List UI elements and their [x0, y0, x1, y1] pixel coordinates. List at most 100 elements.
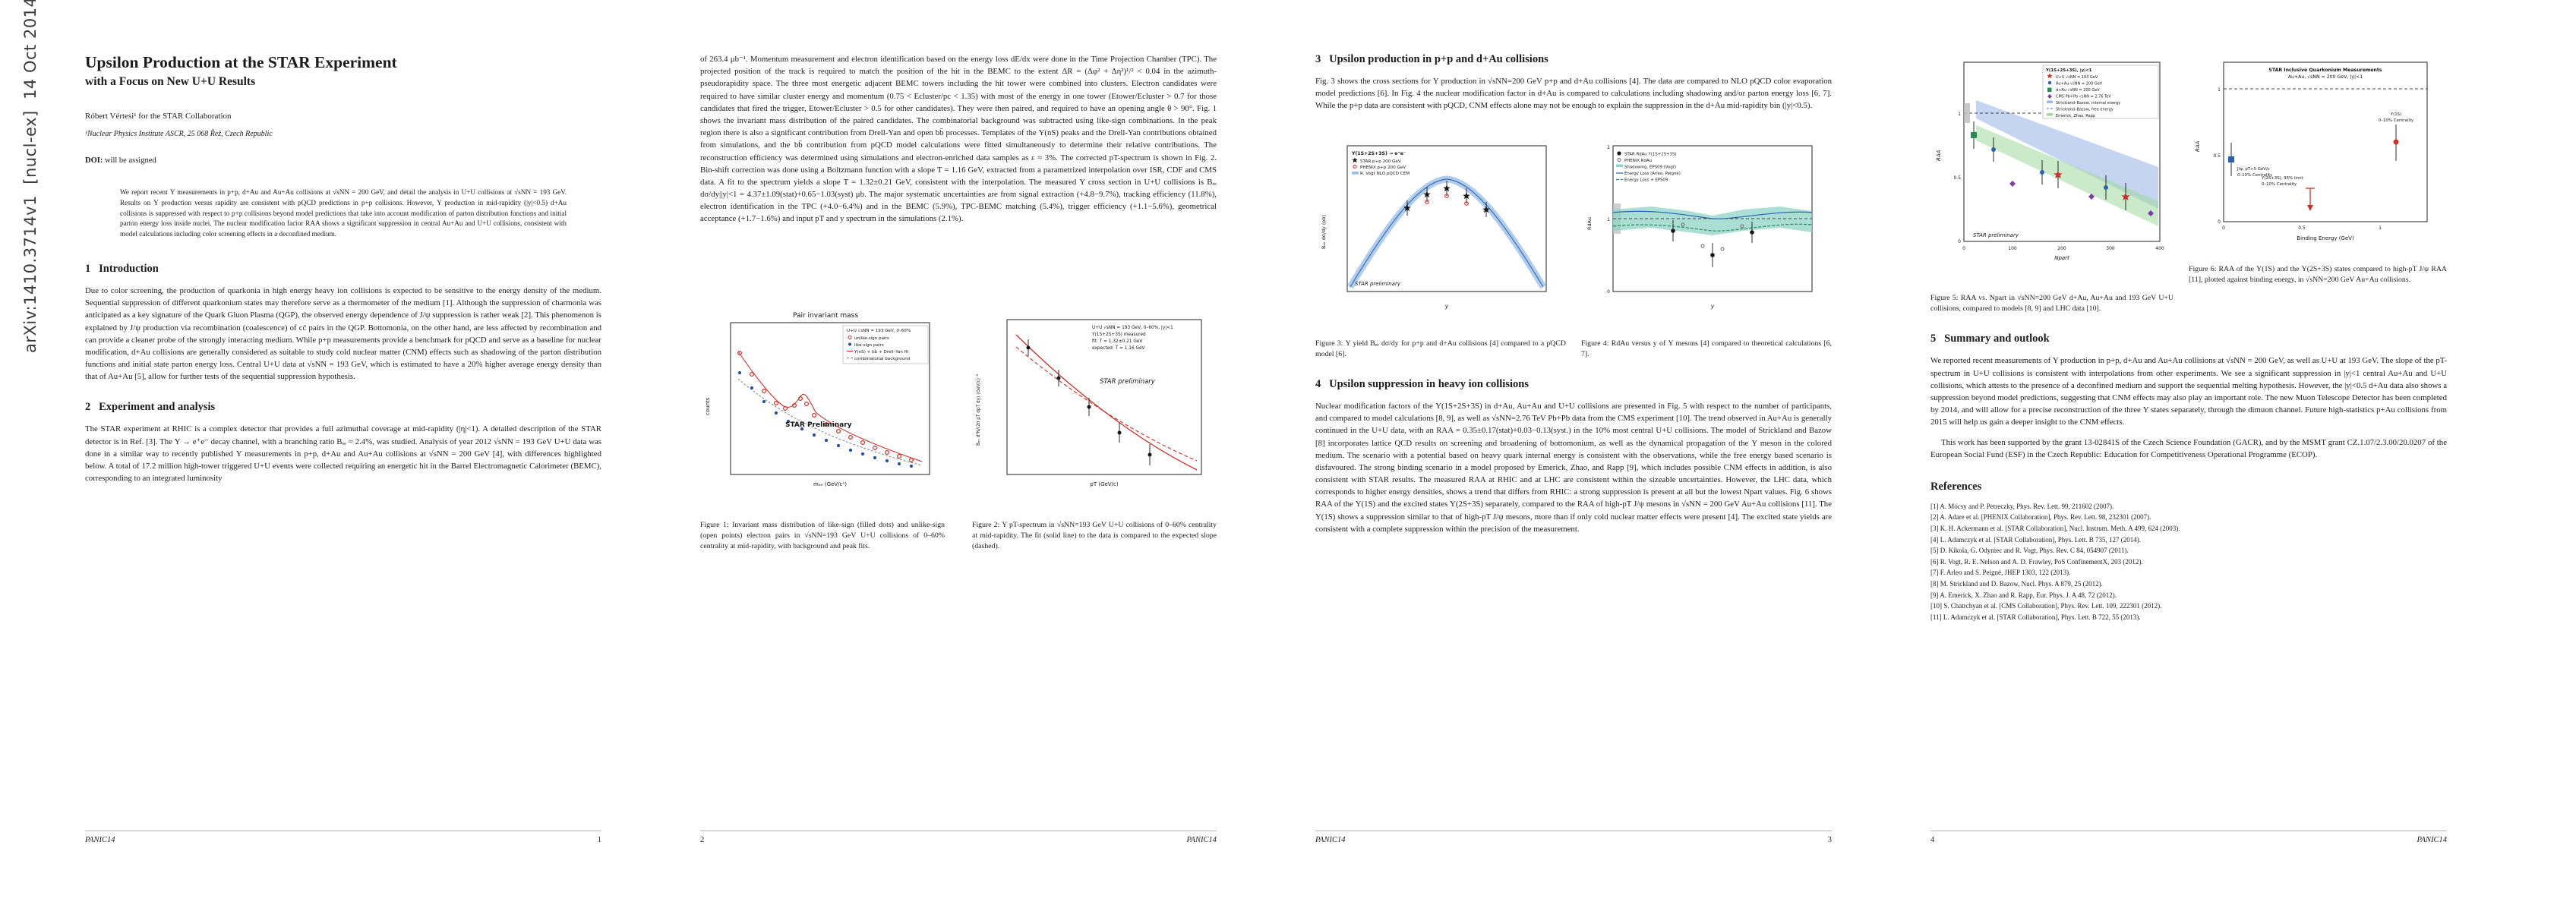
footer-conference: PANIC14 — [2417, 836, 2447, 844]
fig1-ylabel: counts — [705, 397, 711, 415]
reference-item: [11] L. Adamczyk et al. [STAR Collaborat… — [1930, 613, 2141, 621]
footer-conference: PANIC14 — [85, 836, 115, 844]
section-body-introduction: Due to color screening, the production o… — [85, 285, 601, 382]
fig6-upsilon1s-label2: 0–10% Centrality — [2379, 118, 2414, 123]
fig3-watermark: STAR preliminary — [1355, 281, 1401, 287]
fig1-legend-bg: combinatorial background — [854, 357, 911, 361]
figure3-chart: Υ(1S+2S+3S) → e⁺e⁻ STAR p+p 200 GeV PHEN… — [1321, 145, 1547, 310]
paper-title: Upsilon Production at the STAR Experimen… — [85, 53, 397, 71]
fig1-legend-box — [842, 325, 929, 364]
fig2-legend-expected: expected: T = 1.16 GeV — [1092, 346, 1145, 351]
section-heading-suppression: 4 Upsilon suppression in heavy ion colli… — [1315, 377, 1529, 390]
doi-label: DOI: — [85, 156, 103, 165]
reference-item: [4] L. Adamczyk et al. [STAR Collaborati… — [1930, 535, 2141, 544]
fig2-expected-line — [1015, 346, 1198, 462]
fig3-legend-cem: R. Vogt NLO pQCD CEM — [1360, 172, 1410, 176]
fig5-xlabel: Npart — [2054, 255, 2069, 261]
figure5-chart: Υ(1S+2S+3S), |y|<1 U+U √sNN = 193 GeV Au… — [1936, 61, 2164, 261]
fig1-legend-like: like-sign pairs — [854, 343, 884, 348]
fig5-norm-uncertainty-box — [1964, 103, 1970, 123]
fig5-dau-point — [1971, 121, 1977, 149]
page2-footer: 2 PANIC14 — [700, 831, 1217, 844]
arxiv-watermark: arXiv:1410.3714v1 [nucl-ex] 14 Oct 2014 — [21, 0, 39, 353]
fig6-upsilon1s-point — [2393, 125, 2399, 161]
fig4-ytick: 0 — [1607, 289, 1610, 295]
fig6-ytick: 1 — [2218, 87, 2221, 93]
fig6-jpsi-label2: 0–10% Centrality — [2237, 173, 2273, 178]
doi-line: DOI: will be assigned — [85, 156, 601, 165]
page-4: Υ(1S+2S+3S), |y|<1 U+U √sNN = 193 GeV Au… — [1930, 0, 2447, 911]
fig5-legend-dau: d+Au √sNN = 200 GeV — [2056, 88, 2100, 93]
reference-item: [7] F. Arleo and S. Peigné, JHEP 1303, 1… — [1930, 569, 2071, 577]
fig2-data-points — [1026, 339, 1152, 465]
section-body-summary: We reported recent measurements of Υ pro… — [1930, 356, 2447, 427]
figure-1: Pair invariant mass — [700, 309, 945, 553]
fig6-jpsi-label: J/ψ, pT>5 GeV/c — [2237, 167, 2270, 172]
reference-item: [5] D. Kikola, G. Odyniec and R. Vogt, P… — [1930, 547, 2129, 555]
fig6-ytick: 0.5 — [2213, 153, 2221, 159]
section-heading-experiment: 2 Experiment and analysis — [85, 401, 216, 414]
fig3-legend-star: STAR p+p 200 GeV — [1360, 159, 1401, 164]
fig6-xtick: 0 — [2222, 225, 2225, 231]
fig1-title: Pair invariant mass — [793, 312, 858, 320]
fig1-legend-fit: Υ(nS) + bb̄ + Drell–Yan fit — [854, 349, 909, 355]
fig4-ytick: 2 — [1607, 145, 1610, 150]
footer-page-number: 4 — [1930, 836, 1935, 844]
reference-item: [2] A. Adare et al. [PHENIX Collaboratio… — [1930, 513, 2151, 522]
footer-page-number: 3 — [1827, 836, 1832, 844]
figure4-caption: Figure 4: RdAu versus y of Υ mesons [4] … — [1581, 339, 1832, 358]
page2-body-text: of 263.4 μb⁻¹. Momentum measurement and … — [700, 55, 1217, 224]
page3-figure-row: Υ(1S+2S+3S) → e⁺e⁻ STAR p+p 200 GeV PHEN… — [1315, 135, 1832, 360]
fig2-fit-line — [1015, 334, 1198, 471]
section-body-pp-dau: Fig. 3 shows the cross sections for Υ pr… — [1315, 77, 1832, 111]
fig3-cem-line — [1350, 178, 1544, 287]
fig6-upsilon1s-label: Υ(1S) — [2390, 112, 2401, 117]
doi-value: will be assigned — [104, 156, 156, 165]
figure1-chart: Pair invariant mass — [705, 312, 930, 487]
fig5-legend-auau: Au+Au √sNN = 200 GeV — [2056, 82, 2103, 87]
figure2-chart: U+U √sNN = 193 GeV, 0–60%, |y|<1 Υ(1S+2S… — [976, 319, 1202, 487]
fig4-legend-eloss: Energy Loss (Arleo, Peigné) — [1624, 171, 1681, 176]
footer-page-number: 2 — [700, 836, 705, 844]
figure6-chart: STAR Inclusive Quarkonium Measurements A… — [2195, 61, 2428, 241]
fig4-ytick: 1 — [1607, 217, 1610, 222]
fig3-legend-phenix: PHENIX p+p 200 GeV — [1360, 165, 1406, 170]
figure-5: Υ(1S+2S+3S), |y|<1 U+U √sNN = 193 GeV Au… — [1930, 53, 2174, 314]
fig1-legend-header: U+U √sNN = 193 GeV, 0–60% — [847, 328, 911, 333]
fig3-ylabel: Bₑₑ dσ/dy (pb) — [1321, 215, 1327, 249]
fig6-upsilon23-label2: 0–10% Centrality — [2262, 182, 2297, 187]
fig5-ytick: 0.5 — [1953, 175, 1961, 181]
fig4-eps09-band — [1613, 206, 1812, 235]
fig6-ytick: 0 — [2218, 219, 2221, 225]
figure4-chart: STAR RdAu Υ(1S+2S+3S) PHENIX RdAu Shadow… — [1586, 145, 1813, 310]
figure5-caption: Figure 5: RAA vs. Npart in √sNN=200 GeV … — [1930, 294, 2174, 314]
page4-figure-row: Υ(1S+2S+3S), |y|<1 U+U √sNN = 193 GeV Au… — [1930, 53, 2447, 314]
paper-subtitle: with a Focus on New U+U Results — [85, 75, 256, 88]
figure-6: STAR Inclusive Quarkonium Measurements A… — [2189, 53, 2447, 285]
fig5-legend-internal: Strickland–Bazow, internal energy — [2056, 101, 2120, 106]
fig6-jpsi-point — [2228, 143, 2234, 176]
section-body-experiment: The STAR experiment at RHIC is a complex… — [85, 424, 601, 484]
page-1: Upsilon Production at the STAR Experimen… — [85, 0, 601, 911]
fig5-watermark: STAR preliminary — [1973, 232, 2019, 238]
fig5-xtick: 300 — [2106, 246, 2115, 251]
fig4-ylabel: RdAu — [1586, 217, 1593, 230]
fig2-ylabel: Bₑₑ d²N/(2π pT dpT dy) (GeV/c)⁻² — [976, 374, 981, 445]
page1-footer: PANIC14 1 — [85, 831, 601, 844]
fig2-xlabel: pT (GeV/c) — [1090, 481, 1118, 487]
fig5-internal-energy-band — [1976, 100, 2158, 209]
reference-item: [6] R. Vogt, R. E. Nelson and A. D. Fraw… — [1930, 557, 2143, 566]
fig4-xlabel: y — [1710, 303, 1715, 310]
section-heading-pp-dau: 3 Upsilon production in p+p and d+Au col… — [1315, 53, 1548, 65]
fig6-title-line2: Au+Au, √sNN = 200 GeV, |y|<1 — [2288, 74, 2363, 80]
fig5-xtick: 400 — [2155, 246, 2164, 251]
fig1-xlabel: mₑₑ (GeV/c²) — [813, 481, 847, 487]
page4-footer: 4 PANIC14 — [1930, 831, 2447, 844]
fig1-like-sign-points — [737, 370, 914, 468]
reference-item: [8] M. Strickland and D. Bazow, Nucl. Ph… — [1930, 579, 2103, 588]
fig4-phenix-points — [1681, 222, 1744, 251]
abstract-text: We report recent Υ measurements in p+p, … — [120, 188, 567, 238]
fig5-auau-points — [1991, 137, 2108, 200]
page2-figure-row: Pair invariant mass — [700, 309, 1217, 553]
section-heading-summary: 5 Summary and outlook — [1930, 333, 2050, 345]
